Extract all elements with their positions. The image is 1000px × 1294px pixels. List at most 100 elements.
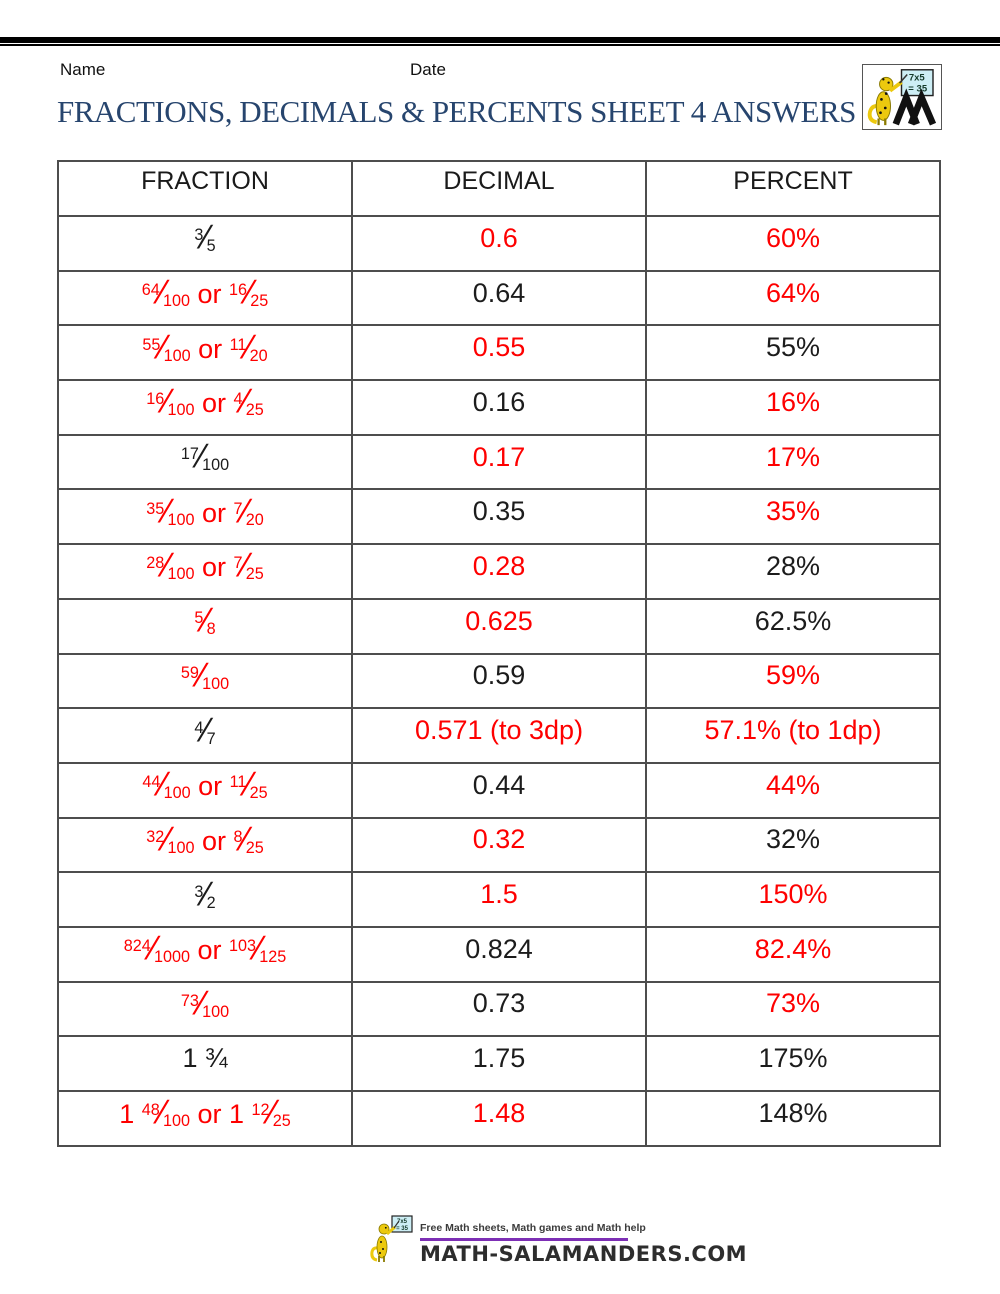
percent-cell: 64% [645,269,941,327]
percent-cell: 150% [645,871,941,928]
fraction-cell: 1 ¾ [57,1035,353,1092]
fraction-value: 16⁄100 [146,384,195,421]
footer-tagline: Free Math sheets, Math games and Math he… [420,1222,646,1234]
table-row: 1 48⁄100 or 1 12⁄25 1.48 148% [57,1090,941,1147]
fraction-cell: 28⁄100 or 7⁄25 [57,543,353,600]
fraction-cell: 73⁄100 [57,980,353,1038]
fraction-value: 64⁄100 [141,275,190,312]
decimal-cell: 0.59 [351,652,647,710]
percent-cell: 55% [645,324,941,382]
footer-chalkboard-text1: 7x5 [397,1219,408,1225]
fraction-value: 824⁄1000 [123,931,190,968]
fraction-cell: 824⁄1000 or 103⁄125 [57,925,353,983]
footer-purple-rule [420,1238,628,1241]
fraction-value: 48⁄100 [141,1095,190,1132]
answers-table-body: 3⁄5 0.6 60% 64⁄100 or 16⁄25 0.64 64% 55⁄100 or… [57,215,941,1147]
fraction-cell: 44⁄100 or 11⁄25 [57,761,353,819]
text-fragment: or [190,771,230,802]
decimal-cell: 0.73 [351,980,647,1038]
percent-cell: 59% [645,652,941,710]
decimal-cell: 0.571 (to 3dp) [351,707,647,764]
fraction-value: 55⁄100 [142,329,191,366]
chalkboard-text-line1: 7x5 [909,72,926,83]
fraction-cell: 55⁄100 or 11⁄20 [57,324,353,382]
percent-cell: 73% [645,980,941,1038]
fraction-cell: 59⁄100 [57,652,353,710]
decimal-cell: 0.824 [351,925,647,983]
percent-cell: 175% [645,1035,941,1092]
percent-cell: 44% [645,761,941,819]
table-row: 1 ¾ 1.75 175% [57,1035,941,1092]
salamander-logo-graphic: 7x5 = 35 [867,69,937,126]
table-row: 824⁄1000 or 103⁄125 0.824 82.4% [57,925,941,983]
decimal-cell: 0.28 [351,543,647,600]
text-fragment: 1 [119,1099,142,1130]
percent-cell: 62.5% [645,597,941,655]
decimal-cell: 0.55 [351,324,647,382]
decimal-cell: 0.625 [351,597,647,655]
percent-cell: 17% [645,433,941,491]
table-row: 59⁄100 0.59 59% [57,652,941,710]
decimal-cell: 0.17 [351,433,647,491]
date-label: Date [410,60,446,79]
fraction-value: 28⁄100 [146,548,195,585]
table-row: 73⁄100 0.73 73% [57,980,941,1038]
percent-cell: 35% [645,488,941,546]
percent-cell: 148% [645,1090,941,1147]
salamander-icon [867,74,908,126]
fraction-value: 7⁄20 [233,493,264,530]
footer-domain: MATH-SALAMANDERS.COM [420,1242,748,1266]
percent-cell: 82.4% [645,925,941,983]
decimal-cell: 0.35 [351,488,647,546]
decimal-cell: 0.32 [351,816,647,874]
fraction-cell: 17⁄100 [57,433,353,491]
column-header-decimal: DECIMAL [351,160,647,217]
m-mark-icon [907,88,937,126]
percent-cell: 60% [645,215,941,272]
percent-cell: 28% [645,543,941,600]
fraction-value: 3⁄2 [194,876,216,913]
fraction-value: 5⁄8 [194,603,216,640]
text-fragment: or [189,279,229,310]
fraction-value: 103⁄125 [229,931,287,968]
decimal-cell: 1.5 [351,871,647,928]
text-fragment: or 1 [190,1099,252,1130]
chalkboard-text-line2: = 35 [908,84,928,95]
top-rule [0,37,1000,46]
column-header-percent: PERCENT [645,160,941,217]
page-title: FRACTIONS, DECIMALS & PERCENTS SHEET 4 A… [57,94,856,129]
fraction-value: 11⁄25 [229,767,268,804]
percent-cell: 57.1% (to 1dp) [645,707,941,764]
text-fragment: or [194,497,234,528]
decimal-cell: 1.48 [351,1090,647,1147]
table-row: 17⁄100 0.17 17% [57,433,941,491]
answers-table-head: FRACTION DECIMAL PERCENT [57,160,941,217]
table-row: 16⁄100 or 4⁄25 0.16 16% [57,379,941,436]
salamander-logo: 7x5 = 35 [862,64,942,130]
fraction-value: 16⁄25 [229,275,269,312]
decimal-cell: 0.16 [351,379,647,436]
fraction-value: 8⁄25 [233,821,264,858]
percent-cell: 32% [645,816,941,874]
fraction-value: 35⁄100 [146,493,195,530]
text-fragment: 1 ¾ [182,1043,228,1074]
fraction-cell: 3⁄2 [57,871,353,928]
footer-chalkboard-text2: = 35 [396,1226,409,1232]
fraction-value: 59⁄100 [180,657,230,694]
decimal-cell: 1.75 [351,1035,647,1092]
decimal-cell: 0.44 [351,761,647,819]
column-header-fraction: FRACTION [57,160,353,217]
table-row: 28⁄100 or 7⁄25 0.28 28% [57,543,941,600]
fraction-cell: 1 48⁄100 or 1 12⁄25 [57,1090,353,1147]
table-row: 3⁄5 0.6 60% [57,215,941,272]
table-row: 4⁄7 0.571 (to 3dp) 57.1% (to 1dp) [57,707,941,764]
fraction-value: 11⁄20 [229,329,268,366]
fraction-cell: 4⁄7 [57,707,353,764]
fraction-value: 32⁄100 [146,821,195,858]
decimal-cell: 0.64 [351,269,647,327]
table-row: 3⁄2 1.5 150% [57,871,941,928]
fraction-value: 7⁄25 [233,548,264,585]
name-label: Name [60,60,106,79]
text-fragment: or [194,388,234,419]
fraction-cell: 3⁄5 [57,215,353,272]
